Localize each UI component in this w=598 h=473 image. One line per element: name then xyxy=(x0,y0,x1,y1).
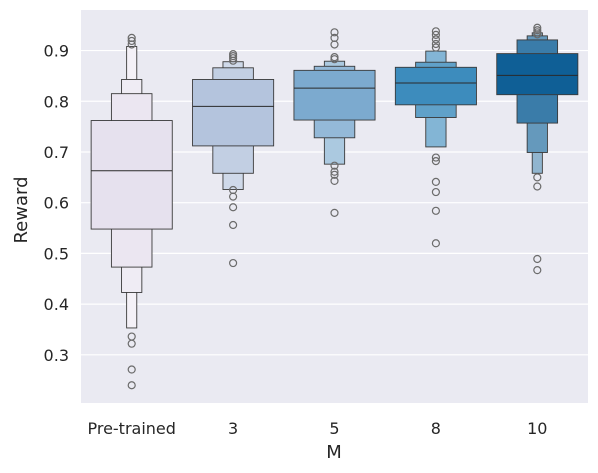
outlier-point xyxy=(431,206,440,215)
outlier-point xyxy=(127,381,136,390)
y-axis-ticks: 0.3 0.4 0.5 0.6 0.7 0.8 0.9 xyxy=(44,42,69,365)
outlier-point xyxy=(330,28,339,37)
boxen-group xyxy=(90,33,173,390)
outlier-point xyxy=(431,30,440,39)
x-tick-label: 3 xyxy=(228,419,238,438)
outlier-point xyxy=(229,192,238,201)
y-tick-label: 0.3 xyxy=(44,346,69,365)
y-tick-label: 0.8 xyxy=(44,92,69,111)
x-tick-label: 5 xyxy=(329,419,339,438)
x-axis-ticks: Pre-trained 3 5 8 10 xyxy=(87,419,547,438)
y-tick-label: 0.9 xyxy=(44,42,69,61)
outlier-point xyxy=(533,254,542,264)
boxen-box xyxy=(293,69,376,121)
y-tick-label: 0.4 xyxy=(44,295,69,314)
outlier-point xyxy=(431,27,440,36)
x-tick-label: Pre-trained xyxy=(87,419,175,438)
outlier-point xyxy=(330,170,339,179)
outlier-point xyxy=(229,220,238,230)
outlier-point xyxy=(127,40,136,49)
outlier-point xyxy=(330,55,339,64)
boxen-group xyxy=(192,50,275,268)
outlier-point xyxy=(229,203,238,212)
x-axis-title: M xyxy=(326,442,342,463)
y-tick-label: 0.5 xyxy=(44,244,69,263)
outlier-point xyxy=(431,43,440,52)
y-tick-label: 0.7 xyxy=(44,143,69,162)
outlier-point xyxy=(330,40,339,49)
outlier-point xyxy=(127,339,136,348)
x-tick-label: 8 xyxy=(431,419,441,438)
boxen-box xyxy=(192,79,275,147)
boxen-group xyxy=(394,27,477,248)
outlier-point xyxy=(330,167,339,176)
outlier-point xyxy=(330,176,339,185)
outlier-point xyxy=(431,153,440,162)
outlier-point xyxy=(229,258,238,268)
outlier-point xyxy=(330,161,339,170)
outlier-point xyxy=(431,35,440,44)
y-tick-label: 0.6 xyxy=(44,194,69,213)
boxen-group xyxy=(293,28,376,217)
boxen-box xyxy=(90,120,173,230)
outlier-point xyxy=(431,187,440,197)
outlier-point xyxy=(533,173,542,182)
boxen-box xyxy=(394,66,477,106)
outlier-point xyxy=(533,30,542,39)
outlier-point xyxy=(431,239,440,248)
boxen-plots xyxy=(90,23,579,390)
y-axis-title: Reward xyxy=(11,176,32,243)
outlier-point xyxy=(431,157,440,166)
outlier-point xyxy=(127,365,136,374)
outlier-point xyxy=(330,208,339,217)
outlier-point xyxy=(533,266,542,275)
outlier-point xyxy=(229,54,238,63)
outlier-point xyxy=(431,39,440,49)
boxen-group xyxy=(496,23,579,275)
x-tick-label: 10 xyxy=(527,419,547,438)
boxen-box xyxy=(496,53,579,96)
outlier-point xyxy=(127,36,136,46)
outlier-point xyxy=(431,177,440,187)
outlier-point xyxy=(533,182,542,191)
outlier-point xyxy=(229,56,238,65)
